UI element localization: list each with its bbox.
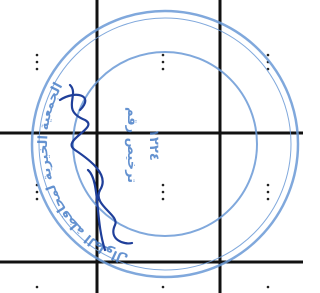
stamp-license-label: ترخيص رقم	[124, 107, 139, 183]
stamp-license-number: ١٢٢٤	[146, 129, 161, 161]
document-fragment: الجمعية الخيرية لمحافظة الطوال ترخيص رقم…	[0, 0, 303, 293]
page: {"stamp": {"outer_text": "الجمعية الخيري…	[0, 0, 303, 293]
